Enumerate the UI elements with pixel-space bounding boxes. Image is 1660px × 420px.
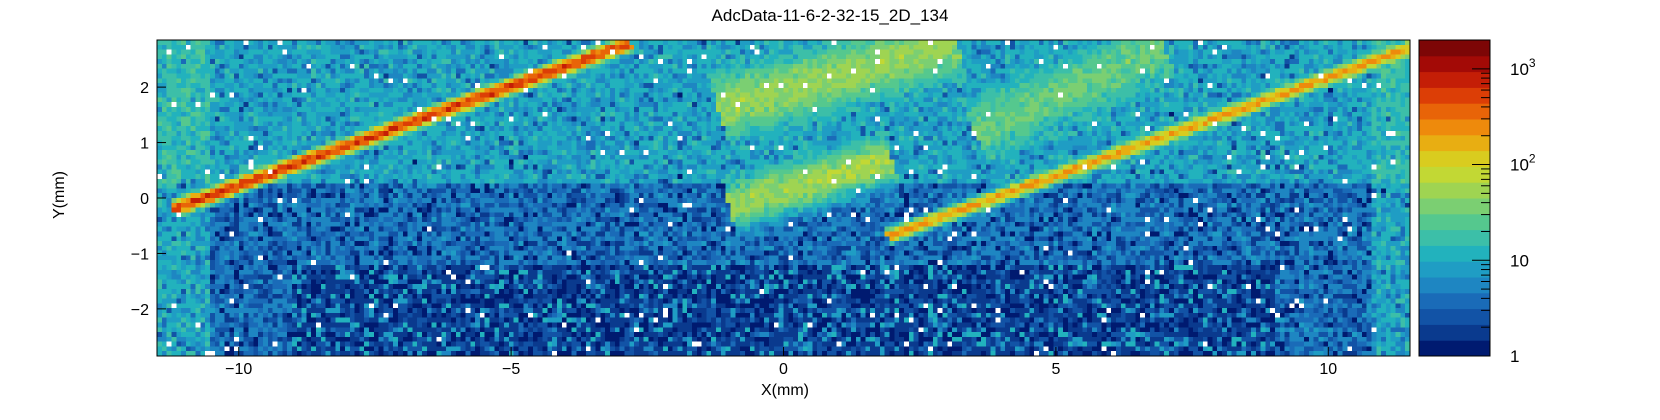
color-scale-tick-label: 103 <box>1510 56 1536 79</box>
color-scale-step <box>1419 103 1490 120</box>
x-tick-label: 5 <box>1051 361 1060 378</box>
color-scale-step <box>1419 182 1490 199</box>
color-scale-tick-label: 10 <box>1510 251 1529 270</box>
color-scale-tick-label: 1 <box>1510 347 1519 366</box>
color-scale-step <box>1419 87 1490 104</box>
color-scale-step <box>1419 213 1490 231</box>
y-axis: −2 −1 0 1 2 <box>131 80 166 319</box>
color-scale-step <box>1419 292 1490 310</box>
y-tick-label: 1 <box>140 136 149 153</box>
x-tick-label: 0 <box>779 361 788 378</box>
x-axis: −10 −5 0 5 10 <box>225 347 1337 378</box>
color-scale-tick-label: 102 <box>1510 152 1536 175</box>
color-scale-step <box>1419 71 1490 88</box>
color-scale-step <box>1419 150 1490 167</box>
color-scale-step <box>1419 277 1490 294</box>
color-scale-step <box>1419 40 1490 57</box>
heatmap-cells <box>157 40 1410 356</box>
color-scale-frame <box>1418 39 1491 357</box>
color-scale-step <box>1419 198 1490 215</box>
x-axis-title: X(mm) <box>761 382 809 399</box>
color-scale-step <box>1419 55 1490 73</box>
color-scale-step <box>1419 308 1490 325</box>
y-tick-label: −1 <box>131 246 149 263</box>
color-scale-step <box>1419 229 1490 246</box>
color-scale-step <box>1419 134 1490 152</box>
y-tick-label: −2 <box>131 302 149 319</box>
color-scale-step <box>1419 119 1490 136</box>
y-tick-label: 2 <box>140 80 149 97</box>
x-tick-label: 10 <box>1319 361 1337 378</box>
y-axis-title: Y(mm) <box>51 171 68 219</box>
color-scale-step <box>1419 261 1490 278</box>
color-scale-axis: 1 10 102 103 <box>1472 39 1536 366</box>
color-scale-step <box>1419 245 1490 262</box>
color-scale-step <box>1419 324 1490 341</box>
heatmap-plot-area <box>156 39 1411 357</box>
y-tick-label: 0 <box>140 191 149 208</box>
x-tick-label: −5 <box>502 361 520 378</box>
color-scale-bar <box>1418 39 1491 357</box>
x-tick-label: −10 <box>225 361 252 378</box>
chart-title: AdcData-11-6-2-32-15_2D_134 <box>712 6 949 25</box>
color-scale-step <box>1419 166 1490 183</box>
color-scale-step <box>1419 340 1490 357</box>
